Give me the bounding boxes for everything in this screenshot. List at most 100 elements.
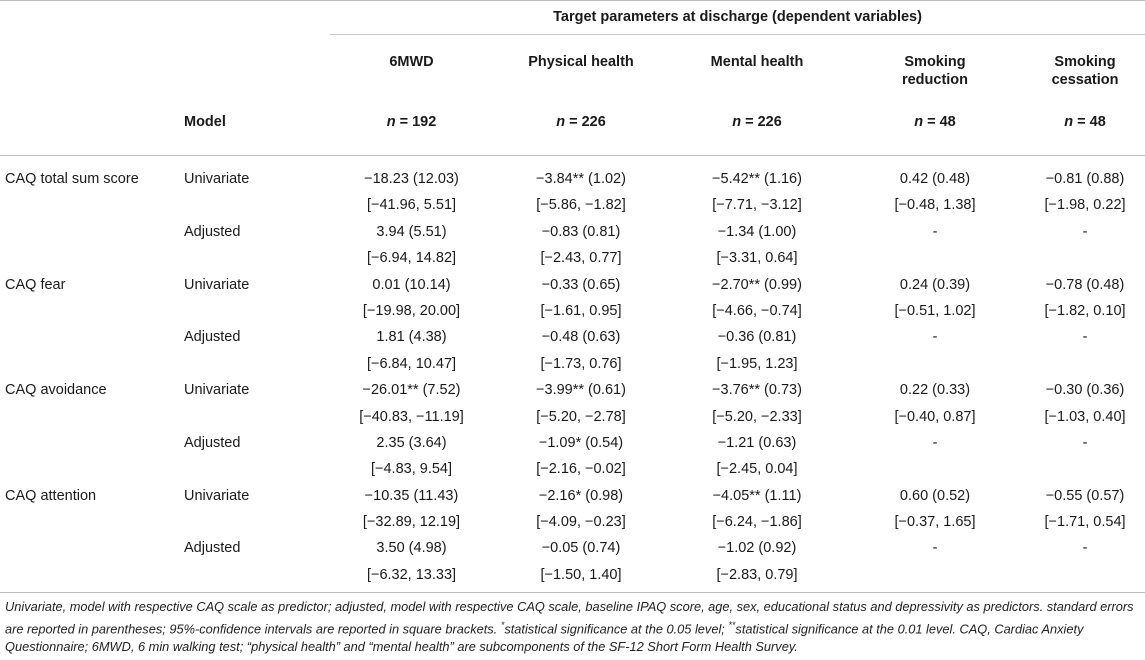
model-cell: Univariate [184, 487, 250, 504]
value-cell: [−4.09, −0.23] [536, 514, 626, 531]
value-cell: - [1082, 434, 1088, 451]
value-cell [845, 460, 1025, 486]
value-cell: [−19.98, 20.00] [362, 302, 461, 319]
model-cell: Univariate [184, 276, 250, 293]
value-cell: [−1.98, 0.22] [1044, 197, 1126, 214]
value-cell: −0.36 (0.81) [717, 329, 797, 346]
predictor-cell [0, 434, 170, 460]
value-cell [845, 355, 1025, 381]
group-header-row: Target parameters at discharge (dependen… [0, 0, 1145, 35]
model-cell [170, 249, 330, 275]
value-cell: −0.55 (0.57) [1045, 487, 1125, 504]
value-cell: [−2.16, −0.02] [536, 461, 626, 478]
value-cell: [−40.83, −11.19] [359, 408, 464, 425]
value-cell: [−1.95, 1.23] [716, 355, 798, 372]
model-cell [170, 408, 330, 434]
value-cell: −1.09* (0.54) [538, 434, 624, 451]
value-cell: −0.30 (0.36) [1045, 382, 1125, 399]
col-header-6mwd: 6MWD [389, 54, 434, 70]
value-cell: [−1.61, 0.95] [540, 302, 622, 319]
model-cell: Adjusted [184, 329, 241, 346]
value-cell: −3.84** (1.02) [536, 171, 626, 187]
value-cell: [−0.48, 1.38] [894, 197, 976, 214]
value-cell: - [1082, 329, 1088, 346]
value-cell: −2.70** (0.99) [712, 276, 802, 293]
table-row: [−6.84, 10.47] [−1.73, 0.76] [−1.95, 1.23] [0, 355, 1145, 381]
predictor-cell [0, 408, 170, 434]
value-cell: [−4.83, 9.54] [370, 461, 453, 478]
predictor-cell: CAQ fear [5, 276, 66, 293]
value-cell: −1.02 (0.92) [717, 540, 797, 557]
value-cell: [−0.37, 1.65] [894, 514, 976, 531]
table-row: [−6.32, 13.33] [−1.50, 1.40] [−2.83, 0.79] [0, 565, 1145, 594]
value-cell: [−1.82, 0.10] [1044, 302, 1126, 319]
predictor-cell [0, 302, 170, 328]
predictor-cell [0, 460, 170, 486]
table-row: [−32.89, 12.19] [−4.09, −0.23] [−6.24, −1.… [0, 513, 1145, 539]
value-cell: 0.42 (0.48) [899, 171, 971, 187]
model-cell: Adjusted [184, 223, 241, 240]
value-cell: [−6.32, 13.33] [330, 565, 493, 594]
model-cell [170, 565, 330, 594]
col-header-physical-health: Physical health [528, 54, 634, 70]
predictor-cell [0, 565, 170, 594]
predictor-cell [0, 355, 170, 381]
value-cell: 1.81 (4.38) [376, 329, 447, 346]
sample-size-row: Model n = 192 n = 226 n = 226 n = 48 n =… [0, 115, 1145, 156]
value-cell: [−6.84, 10.47] [366, 355, 457, 372]
table-row: Adjusted 3.94 (5.51) −0.83 (0.81) −1.34 (1.… [0, 223, 1145, 249]
value-cell: 2.35 (3.64) [376, 434, 447, 451]
value-cell: [−5.20, −2.33] [712, 408, 802, 425]
value-cell: −10.35 (11.43) [364, 487, 459, 504]
value-cell: 0.60 (0.52) [899, 487, 971, 504]
n-6mwd: n = 192 [330, 115, 493, 156]
column-name-row: 6MWD Physical health Mental health Smoki… [0, 35, 1145, 116]
value-cell [1025, 249, 1145, 275]
value-cell: [−5.86, −1.82] [536, 197, 626, 214]
value-cell [845, 249, 1025, 275]
predictor-cell [0, 539, 170, 565]
table-row: Adjusted 2.35 (3.64) −1.09* (0.54) −1.21 (0… [0, 434, 1145, 460]
model-cell: Univariate [184, 382, 250, 399]
value-cell: 3.50 (4.98) [376, 540, 447, 557]
value-cell: −0.33 (0.65) [541, 276, 621, 293]
value-cell: 3.94 (5.51) [376, 223, 447, 240]
value-cell: [−0.40, 0.87] [894, 408, 976, 425]
value-cell: −0.48 (0.63) [541, 329, 621, 346]
value-cell: −1.21 (0.63) [717, 434, 797, 451]
value-cell: 0.24 (0.39) [899, 276, 971, 293]
value-cell: [−32.89, 12.19] [362, 514, 461, 531]
value-cell: [−6.94, 14.82] [366, 250, 457, 267]
table-footnote: Univariate, model with respective CAQ sc… [5, 599, 1134, 655]
predictor-cell [0, 328, 170, 354]
value-cell: [−41.96, 5.51] [366, 197, 457, 214]
value-cell [1025, 355, 1145, 381]
table-row: [−4.83, 9.54] [−2.16, −0.02] [−2.45, 0.04] [0, 460, 1145, 486]
table-row: CAQ total sum score Univariate −18.23 (12.… [0, 156, 1145, 197]
value-cell: [−2.43, 0.77] [540, 250, 622, 267]
col-header-smoking-reduction: Smoking reduction [901, 54, 969, 89]
value-cell: −5.42** (1.16) [712, 171, 802, 187]
n-mental-health: n = 226 [669, 115, 845, 156]
table-body: CAQ total sum score Univariate −18.23 (12.… [0, 156, 1145, 594]
value-cell: [−1.71, 0.54] [1044, 514, 1126, 531]
results-table: Target parameters at discharge (dependen… [0, 0, 1145, 594]
value-cell: −3.99** (0.61) [536, 382, 626, 399]
group-header: Target parameters at discharge (dependen… [330, 0, 1145, 35]
value-cell [1025, 565, 1145, 594]
value-cell: - [1082, 223, 1088, 240]
value-cell: [−0.51, 1.02] [894, 302, 976, 319]
value-cell: −0.78 (0.48) [1045, 276, 1125, 293]
n-smoking-reduction: n = 48 [845, 115, 1025, 156]
value-cell: - [932, 329, 938, 346]
value-cell: [−5.20, −2.78] [536, 408, 626, 425]
value-cell: - [932, 434, 938, 451]
predictor-cell [0, 223, 170, 249]
model-cell: Adjusted [184, 434, 241, 451]
col-header-mental-health: Mental health [710, 54, 804, 70]
value-cell: −3.76** (0.73) [712, 382, 802, 399]
value-cell: −2.16* (0.98) [538, 487, 624, 504]
table-row: [−40.83, −11.19] [−5.20, −2.78] [−5.20, −2… [0, 408, 1145, 434]
value-cell: - [932, 223, 938, 240]
value-cell: [−2.83, 0.79] [669, 565, 845, 594]
